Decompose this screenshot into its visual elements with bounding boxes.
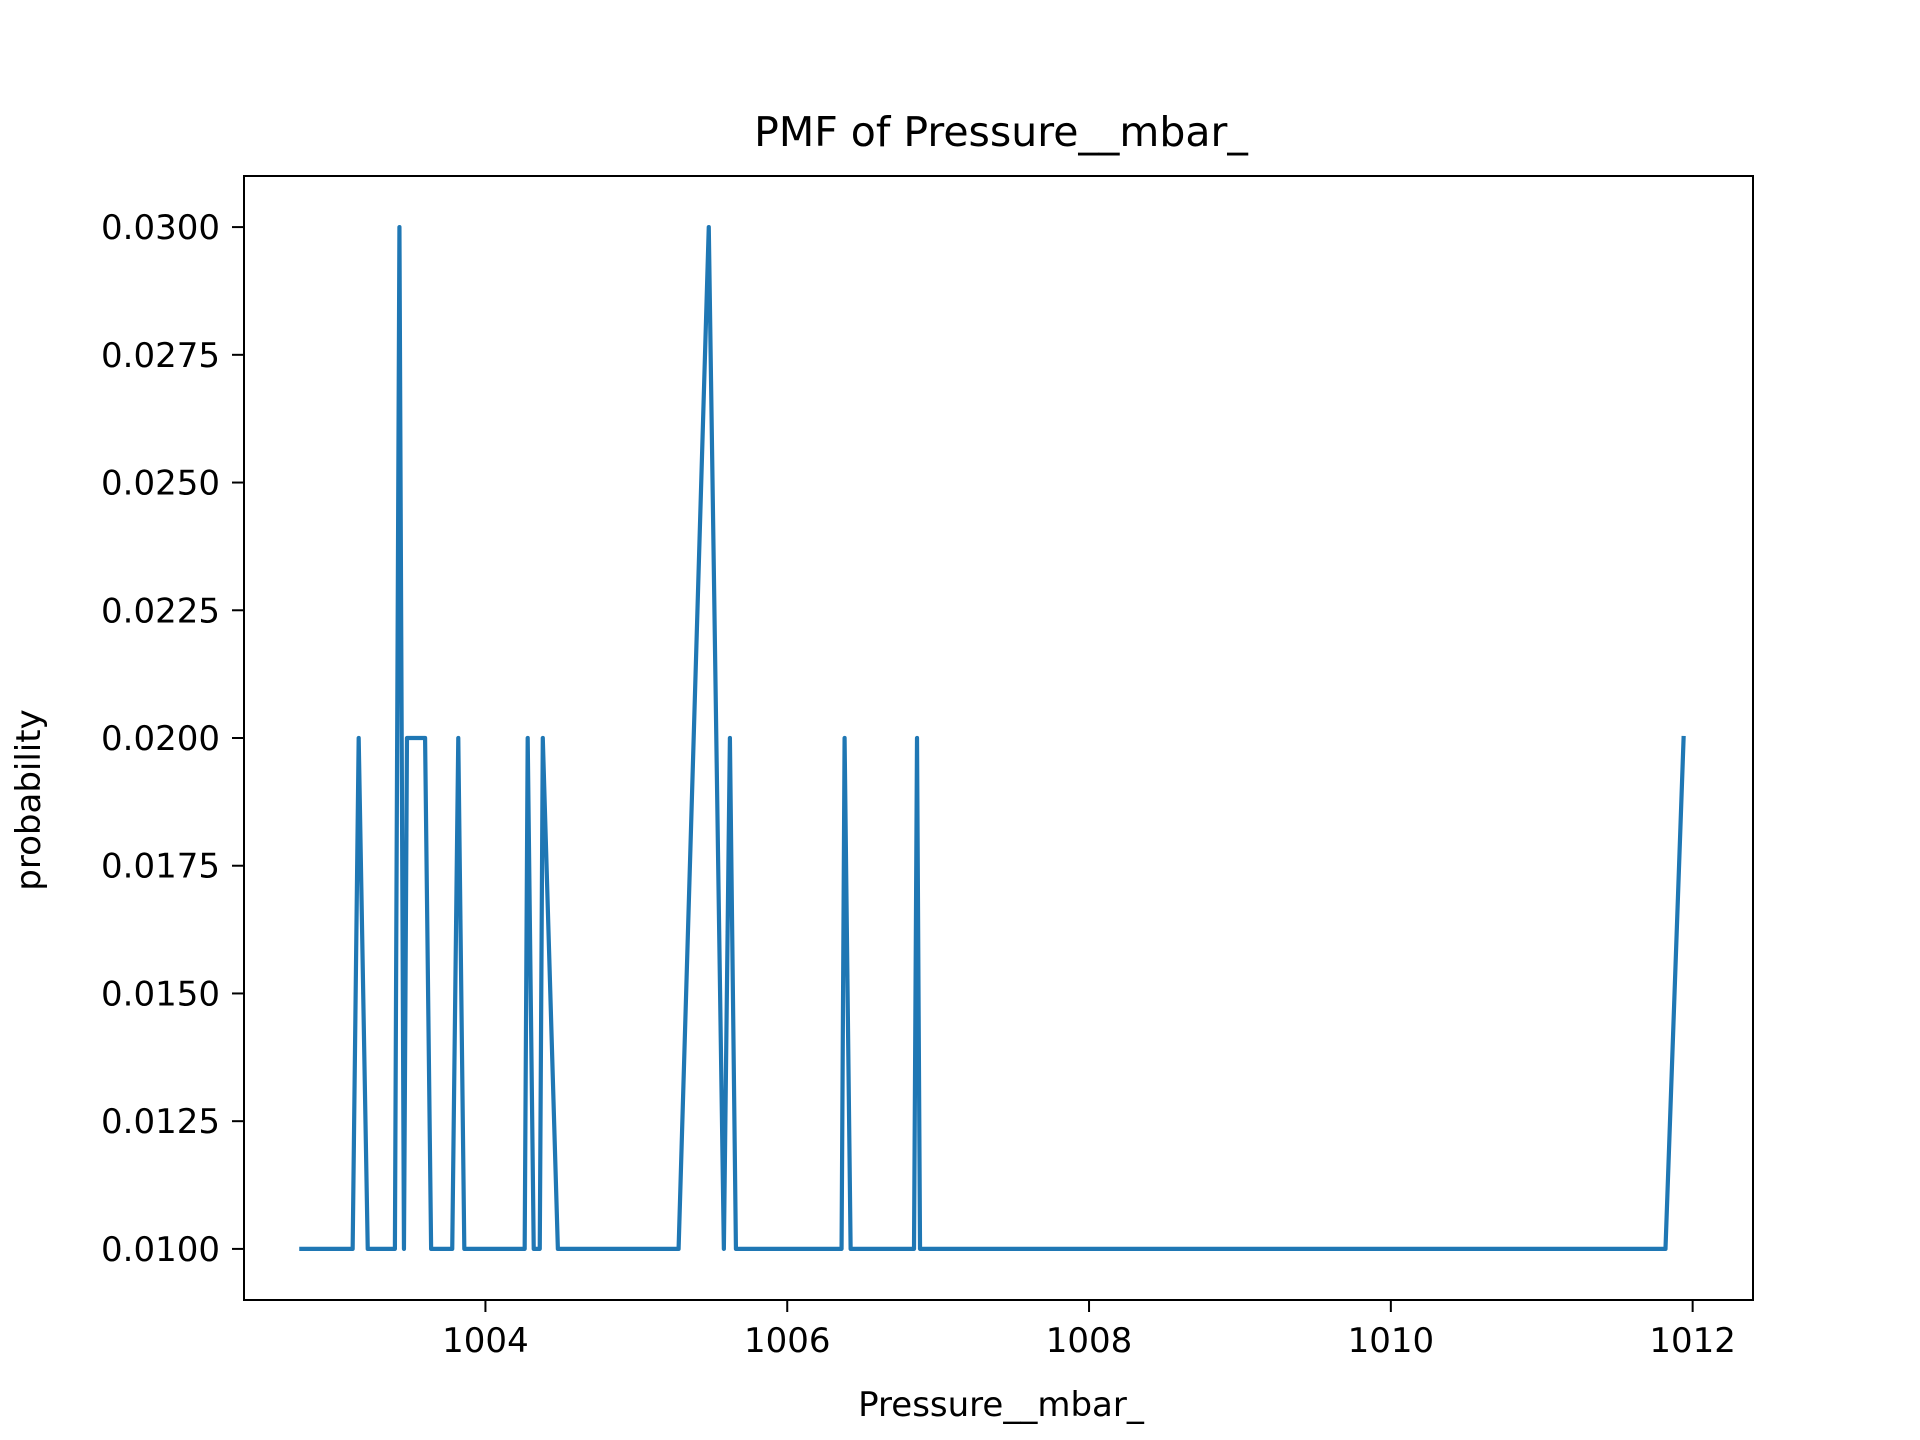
x-axis-label: Pressure__mbar_ [858, 1385, 1145, 1425]
y-tick-label: 0.0200 [101, 719, 220, 759]
y-tick-label: 0.0275 [101, 336, 220, 376]
chart-title: PMF of Pressure__mbar_ [754, 108, 1248, 156]
y-tick-label: 0.0250 [101, 464, 220, 504]
y-tick-label: 0.0150 [101, 974, 220, 1014]
y-tick-label: 0.0225 [101, 591, 220, 631]
x-tick-label: 1004 [442, 1321, 529, 1361]
plot-frame [243, 175, 1754, 1301]
x-tick-label: 1008 [1046, 1321, 1133, 1361]
x-axis: 1004 1006 1008 1010 1012 [442, 1300, 1736, 1361]
plot-area [299, 224, 1686, 1252]
y-tick-label: 0.0125 [101, 1102, 220, 1142]
y-axis-label: probability [9, 709, 49, 890]
y-axis: 0.0100 0.0125 0.0150 0.0175 0.0200 0.0225 0.02… [101, 208, 244, 1270]
y-tick-label: 0.0175 [101, 847, 220, 887]
series-line-0 [299, 224, 1686, 1252]
x-tick-label: 1010 [1348, 1321, 1435, 1361]
y-tick-label: 0.0100 [101, 1230, 220, 1270]
y-tick-label: 0.0300 [101, 208, 220, 248]
x-tick-label: 1012 [1649, 1321, 1736, 1361]
x-tick-label: 1006 [744, 1321, 831, 1361]
